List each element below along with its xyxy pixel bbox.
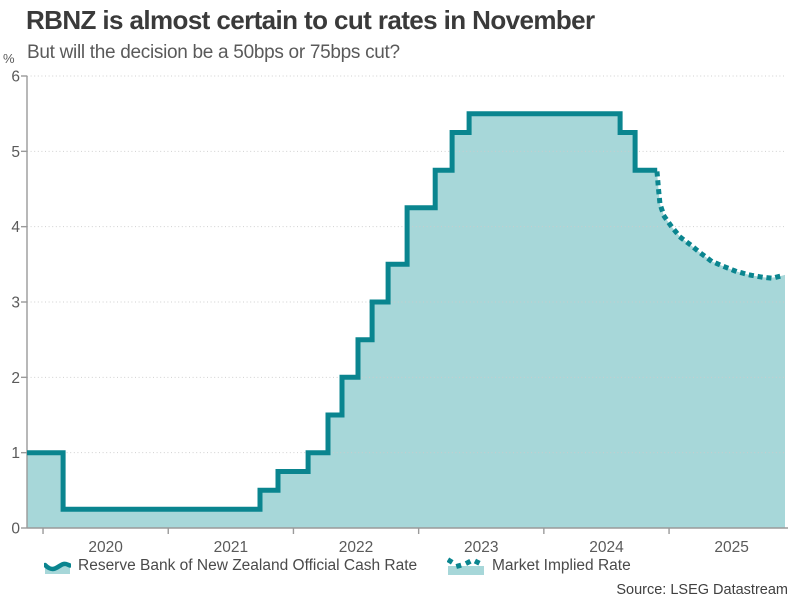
solid-line-swatch-icon [44, 561, 71, 574]
x-tick-label: 2024 [589, 539, 624, 556]
y-tick-label: 0 [11, 521, 20, 538]
area-fill [27, 113, 785, 528]
y-axis-unit-label: % [3, 51, 15, 66]
x-tick-label: 2020 [88, 539, 123, 556]
legend-item-market-implied-rate: Market Implied Rate [447, 556, 631, 576]
legend-item-official-cash-rate: Reserve Bank of New Zealand Official Cas… [44, 556, 417, 576]
y-tick-label: 6 [11, 69, 20, 86]
x-tick-label: 2023 [464, 539, 498, 556]
y-tick-label: 3 [11, 295, 20, 312]
y-tick-label: 5 [11, 144, 20, 161]
x-tick-label: 2022 [339, 539, 373, 556]
source-label: Source: LSEG Datastream [616, 582, 788, 598]
market-implied-rate-line [654, 171, 789, 281]
y-tick-label: 4 [11, 219, 20, 236]
official-cash-rate-line [27, 111, 658, 512]
legend-label-official-cash-rate: Reserve Bank of New Zealand Official Cas… [78, 557, 418, 574]
chart-subtitle: But will the decision be a 50bps or 75bp… [27, 42, 400, 63]
y-tick-label: 2 [11, 370, 20, 387]
y-tick-label: 1 [11, 445, 20, 462]
x-tick-label: 2025 [714, 539, 748, 556]
x-tick-label: 2021 [214, 539, 248, 556]
page-title: RBNZ is almost certain to cut rates in N… [26, 5, 595, 35]
legend-label-market-implied-rate: Market Implied Rate [492, 557, 631, 574]
dotted-line-swatch-icon [447, 556, 485, 575]
